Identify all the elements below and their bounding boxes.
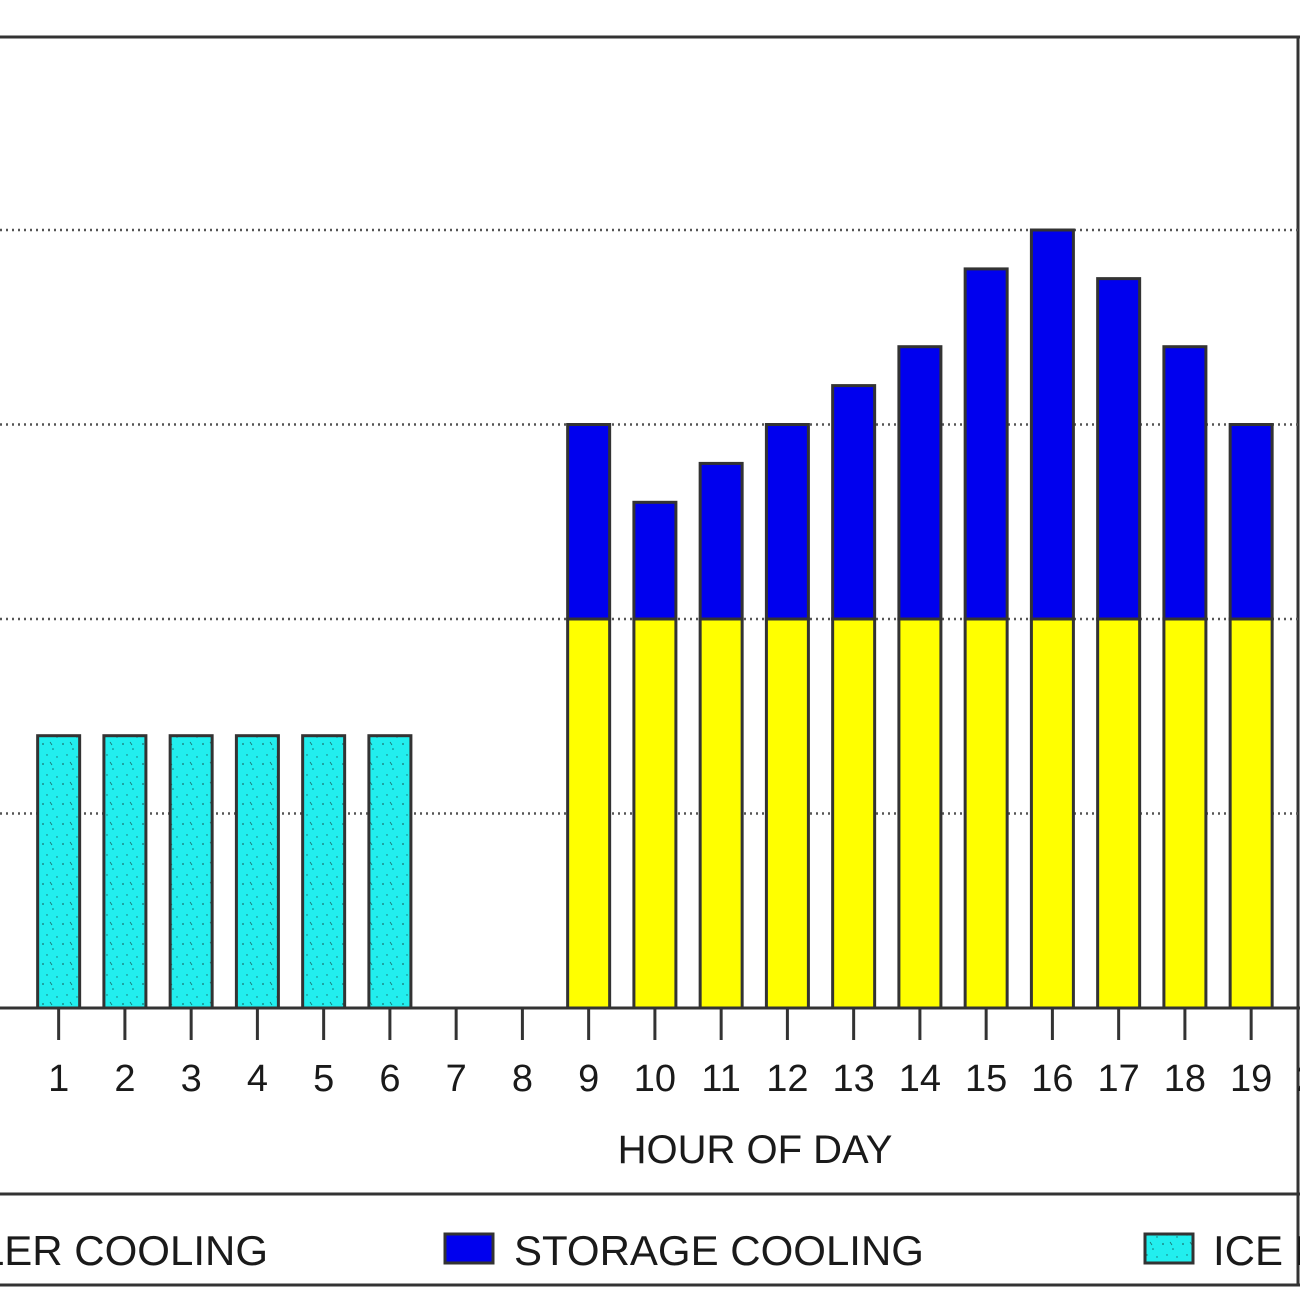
bar-chiller-hour-14 (897, 617, 943, 1010)
bar-ice-hour-3 (168, 734, 214, 1010)
bar-ice-hour-4 (234, 734, 280, 1010)
x-tick-label: 16 (1031, 1058, 1073, 1100)
bar-chiller-hour-9 (566, 617, 612, 1010)
bar-storage-hour-18 (1162, 345, 1208, 621)
bars (36, 228, 1274, 1010)
bar-chiller-hour-19 (1228, 617, 1274, 1010)
legend-label-chiller: CHILLER COOLING (0, 1227, 268, 1274)
x-tick-label: 8 (512, 1058, 533, 1100)
bar-chiller-hour-13 (831, 617, 877, 1010)
x-tick-label: 6 (379, 1058, 400, 1100)
x-tick-label: 12 (766, 1058, 808, 1100)
bar-storage-hour-13 (831, 384, 877, 621)
x-tick-label: 11 (701, 1058, 740, 1100)
bar-storage-hour-17 (1096, 277, 1142, 621)
bar-storage-hour-9 (566, 423, 612, 621)
bar-ice-hour-5 (301, 734, 347, 1010)
bar-chiller-hour-12 (764, 617, 810, 1010)
x-tick-label: 1 (48, 1058, 69, 1100)
bar-chiller-hour-18 (1162, 617, 1208, 1010)
x-tick-labels: 123456789101112131415161718192021 (48, 1058, 1300, 1100)
x-tick-label: 17 (1098, 1058, 1140, 1100)
x-tick-label: 14 (899, 1058, 941, 1100)
legend: CHILLER COOLING STORAGE COOLING ICE MAKI… (0, 1227, 1300, 1274)
bar-storage-hour-16 (1029, 228, 1075, 621)
bar-storage-hour-14 (897, 345, 943, 621)
x-tick-label: 3 (181, 1058, 202, 1100)
bar-storage-hour-11 (698, 461, 744, 621)
x-tick-label: 18 (1164, 1058, 1206, 1100)
bar-ice-hour-2 (102, 734, 148, 1010)
legend-item-ice: ICE MAKING (1143, 1227, 1300, 1274)
bar-chiller-hour-16 (1029, 617, 1075, 1010)
bar-ice-hour-1 (36, 734, 82, 1010)
x-tick-label: 20 (1296, 1058, 1300, 1100)
x-tick-label: 13 (833, 1058, 875, 1100)
legend-item-storage: STORAGE COOLING (443, 1227, 924, 1274)
legend-label-storage: STORAGE COOLING (514, 1227, 924, 1274)
x-tick-label: 5 (313, 1058, 334, 1100)
x-tick-label: 7 (446, 1058, 467, 1100)
x-tick-label: 2 (114, 1058, 135, 1100)
bar-storage-hour-12 (764, 423, 810, 621)
x-tick-label: 9 (578, 1058, 599, 1100)
cyan-speckled-swatch-icon (1143, 1232, 1195, 1265)
x-tick-label: 4 (247, 1058, 268, 1100)
legend-item-chiller: CHILLER COOLING (0, 1227, 268, 1274)
x-axis-title: HOUR OF DAY (618, 1128, 893, 1172)
x-tick-label: 15 (965, 1058, 1007, 1100)
bar-ice-hour-6 (367, 734, 413, 1010)
bar-storage-hour-15 (963, 267, 1009, 621)
x-ticks (57, 1008, 1253, 1040)
bar-storage-hour-19 (1228, 423, 1274, 621)
legend-label-ice: ICE MAKING (1213, 1227, 1300, 1274)
bar-chiller-hour-11 (698, 617, 744, 1010)
bar-chiller-hour-10 (632, 617, 678, 1010)
x-tick-label: 10 (634, 1058, 676, 1100)
blue-swatch-icon (443, 1232, 495, 1265)
bar-chiller-hour-17 (1096, 617, 1142, 1010)
x-tick-label: 19 (1230, 1058, 1272, 1100)
bar-chiller-hour-15 (963, 617, 1009, 1010)
bar-storage-hour-10 (632, 500, 678, 621)
